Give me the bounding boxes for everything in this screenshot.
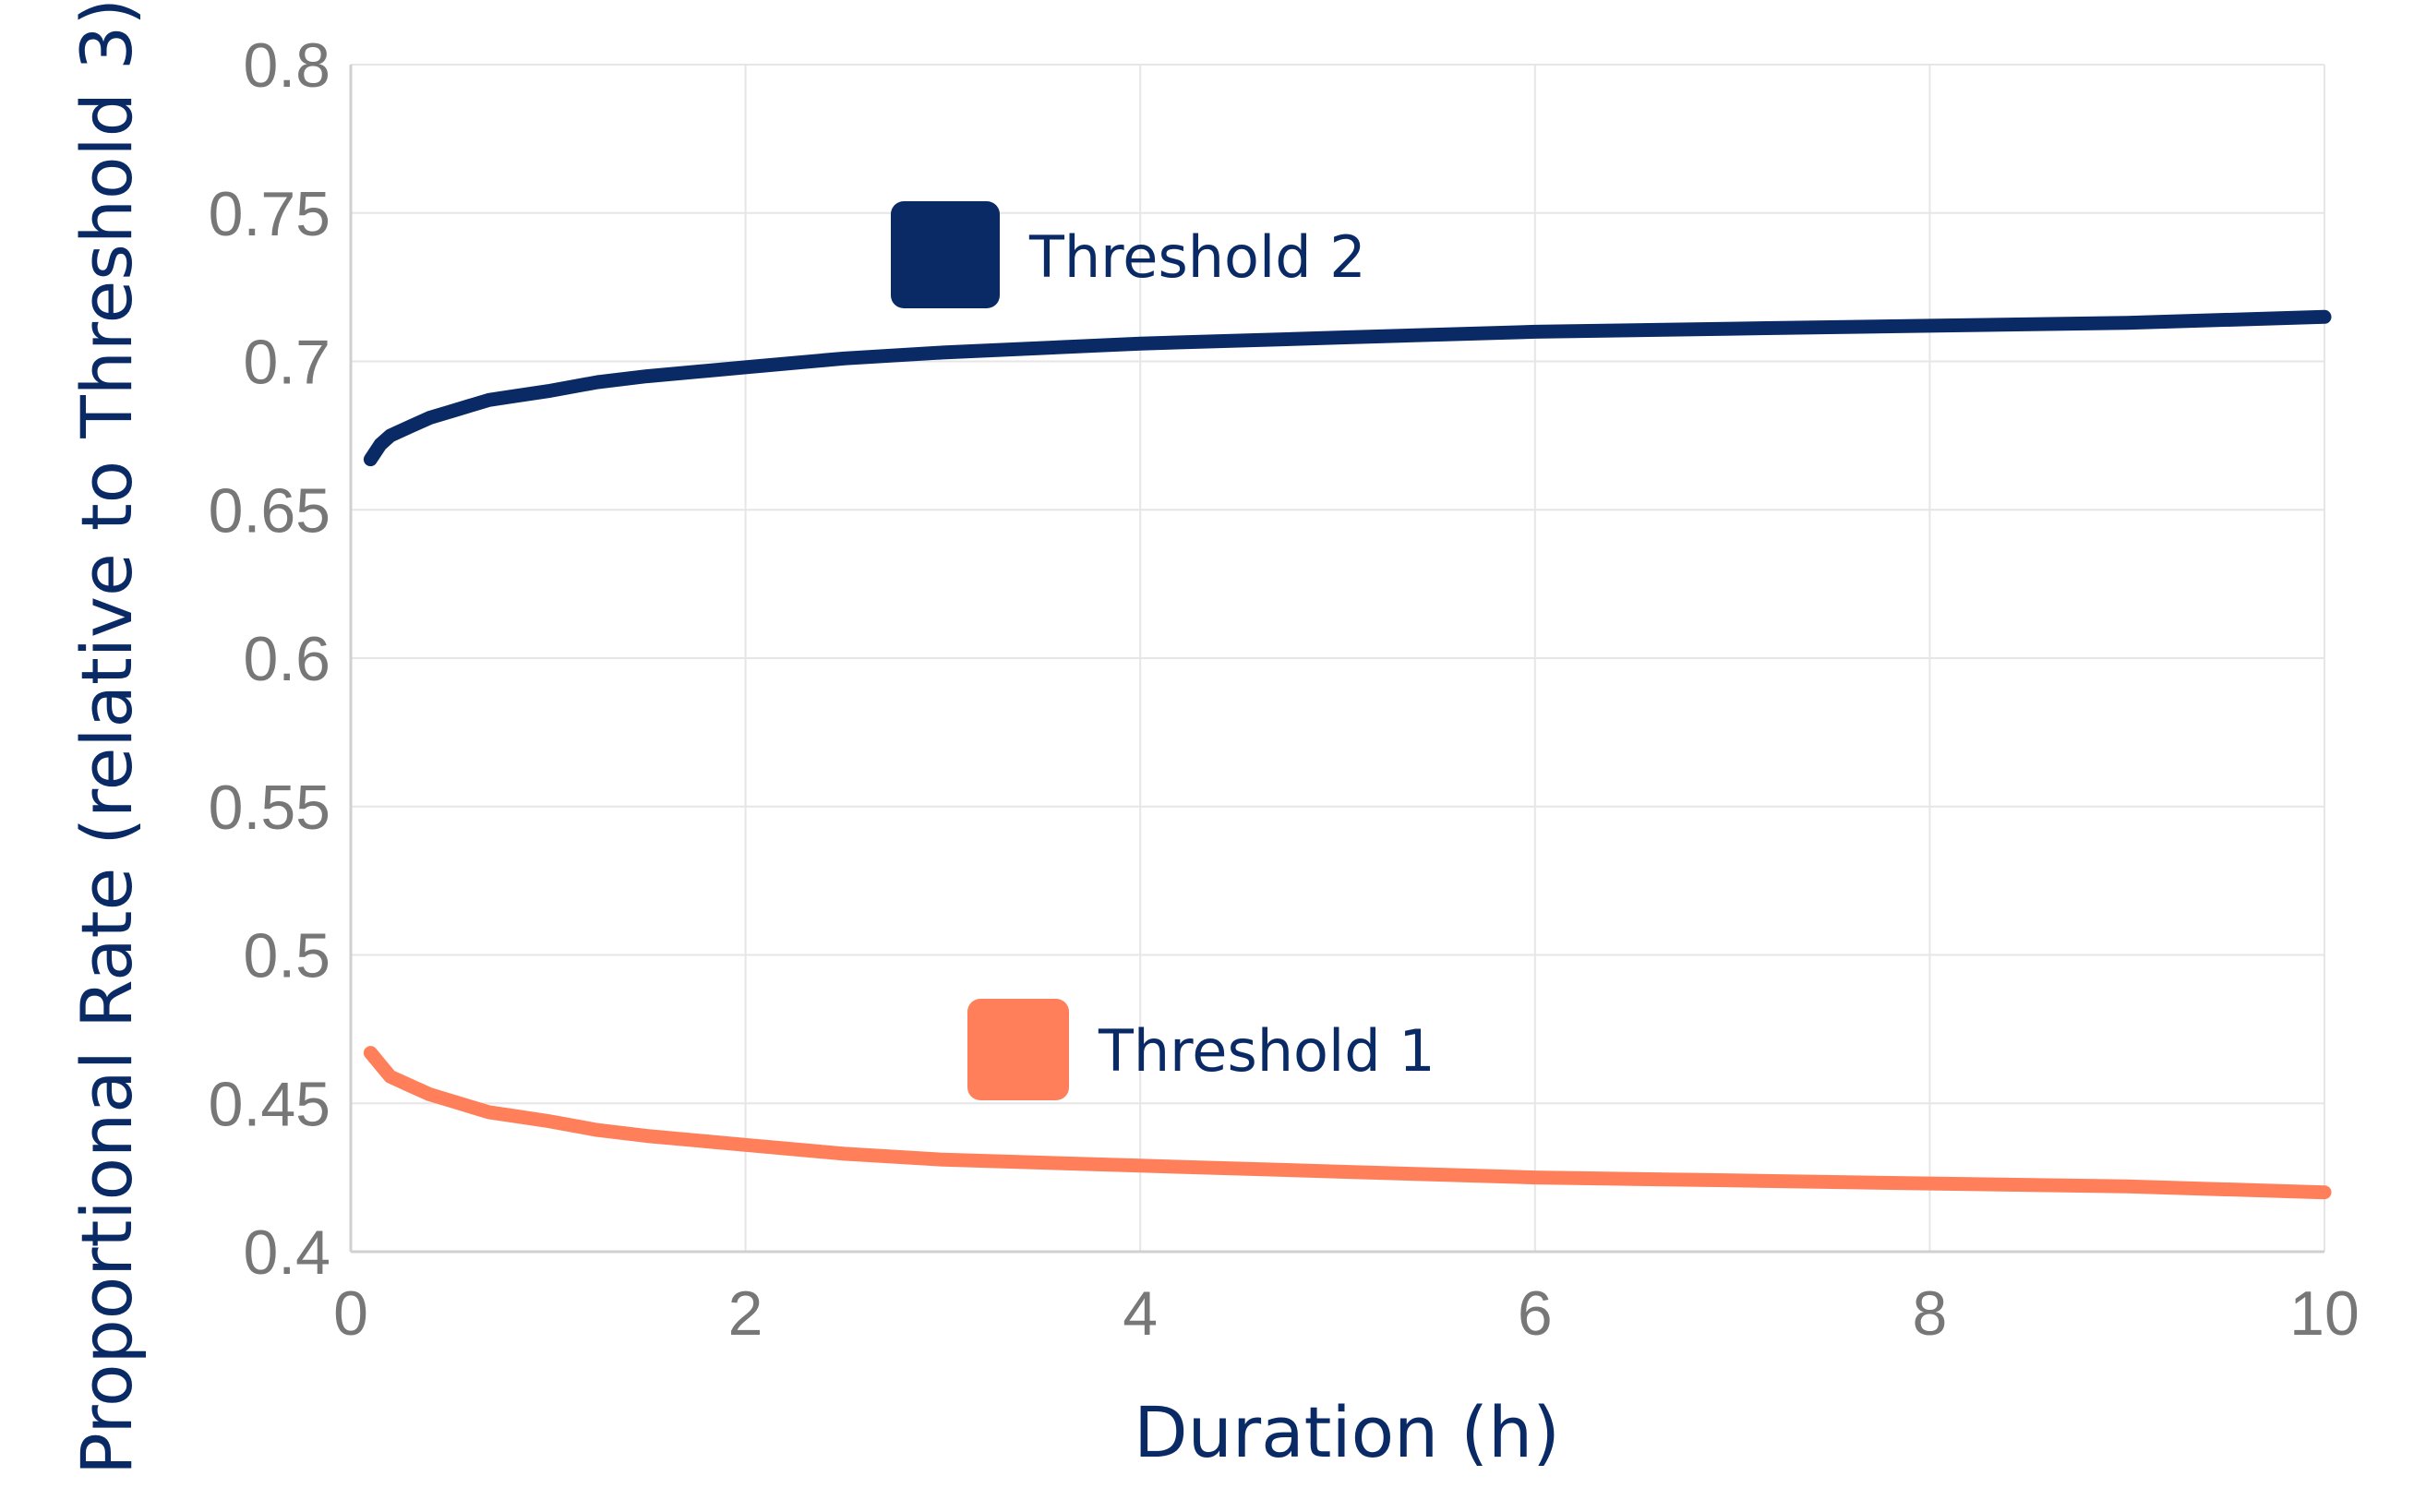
legend-label: Threshold 1 bbox=[1098, 1017, 1435, 1085]
legend-label: Threshold 2 bbox=[1028, 223, 1366, 291]
y-tick-label: 0.45 bbox=[209, 1069, 330, 1139]
x-tick-label: 6 bbox=[1518, 1278, 1553, 1349]
y-tick-label: 0.7 bbox=[243, 328, 330, 398]
y-tick-label: 0.55 bbox=[209, 773, 330, 843]
x-axis-title: Duration (h) bbox=[1134, 1391, 1560, 1473]
legend: Threshold 2 Threshold 1 bbox=[891, 201, 1435, 1100]
x-tick-label: 2 bbox=[728, 1278, 763, 1349]
x-tick-labels: 0 2 4 6 8 10 bbox=[333, 1278, 2360, 1349]
legend-swatch bbox=[967, 999, 1069, 1100]
x-tick-label: 0 bbox=[333, 1278, 368, 1349]
grid bbox=[350, 64, 2325, 1253]
series-line-2 bbox=[363, 1046, 2332, 1200]
y-axis-title: Proportional Rate (relative to Threshold… bbox=[66, 0, 148, 1475]
legend-item: Threshold 1 bbox=[967, 999, 1435, 1100]
y-tick-label: 0.75 bbox=[209, 179, 330, 249]
y-tick-label: 0.5 bbox=[243, 921, 330, 991]
y-tick-labels: 0.4 0.45 0.5 0.55 0.6 0.65 0.7 0.75 0.8 bbox=[209, 30, 330, 1288]
series-line-1 bbox=[363, 309, 2332, 467]
y-tick-label: 0.8 bbox=[243, 30, 330, 101]
y-tick-label: 0.4 bbox=[243, 1218, 330, 1288]
x-tick-label: 10 bbox=[2289, 1278, 2360, 1349]
legend-item: Threshold 2 bbox=[891, 201, 1366, 308]
y-tick-label: 0.6 bbox=[243, 624, 330, 694]
x-tick-label: 8 bbox=[1912, 1278, 1947, 1349]
x-tick-label: 4 bbox=[1123, 1278, 1158, 1349]
y-tick-label: 0.65 bbox=[209, 475, 330, 546]
series bbox=[363, 309, 2332, 1200]
legend-swatch bbox=[891, 201, 1000, 308]
